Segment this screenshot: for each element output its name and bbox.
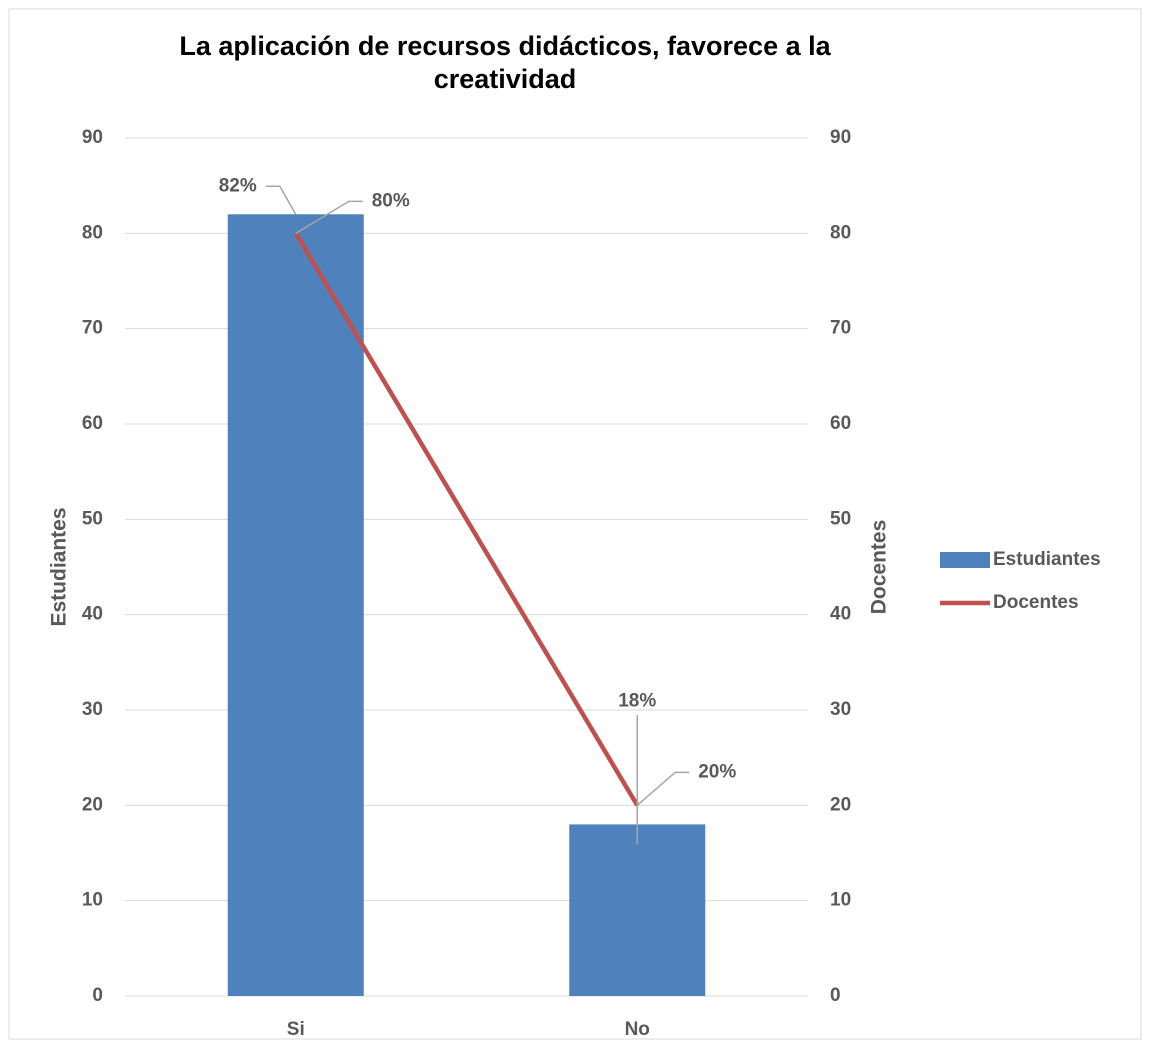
y2-tick-label: 70 — [830, 318, 851, 339]
bar — [569, 824, 706, 996]
y-tick-label: 70 — [82, 318, 103, 339]
y-tick-label: 30 — [82, 699, 103, 720]
y-tick-label: 20 — [82, 794, 103, 815]
leader-line — [636, 771, 690, 806]
y-tick-label: 40 — [82, 604, 103, 625]
y-tick-label: 0 — [92, 985, 103, 1006]
y2-axis-title: Docentes — [868, 520, 891, 615]
chart-border — [8, 8, 1142, 1040]
y2-tick-label: 80 — [830, 222, 851, 243]
x-tick-label: Si — [287, 1019, 305, 1040]
y2-tick-label: 30 — [830, 699, 851, 720]
y2-tick-label: 50 — [830, 508, 851, 529]
y2-tick-label: 60 — [830, 413, 851, 434]
data-label: 18% — [618, 690, 656, 711]
y-tick-label: 60 — [82, 413, 103, 434]
y-tick-label: 80 — [82, 222, 103, 243]
y-axis-title: Estudiantes — [48, 507, 71, 626]
x-tick-label: No — [625, 1019, 650, 1040]
data-label: 80% — [372, 190, 410, 211]
y-tick-label: 90 — [82, 127, 103, 148]
chart-title: La aplicación de recursos didácticos, fa… — [179, 31, 831, 94]
y2-tick-label: 0 — [830, 985, 841, 1006]
y2-tick-label: 20 — [830, 794, 851, 815]
data-label: 20% — [698, 761, 736, 782]
data-label: 82% — [219, 175, 257, 196]
bar — [227, 214, 364, 996]
legend-swatch — [940, 552, 990, 568]
leader-line — [265, 185, 297, 215]
y2-tick-label: 10 — [830, 890, 851, 911]
y-tick-label: 10 — [82, 890, 103, 911]
y2-tick-label: 90 — [830, 127, 851, 148]
y2-tick-label: 40 — [830, 604, 851, 625]
y-tick-label: 50 — [82, 508, 103, 529]
line — [293, 232, 640, 807]
legend-label: Docentes — [993, 592, 1079, 613]
leader-line — [295, 200, 363, 234]
legend-label: Estudiantes — [993, 549, 1101, 570]
